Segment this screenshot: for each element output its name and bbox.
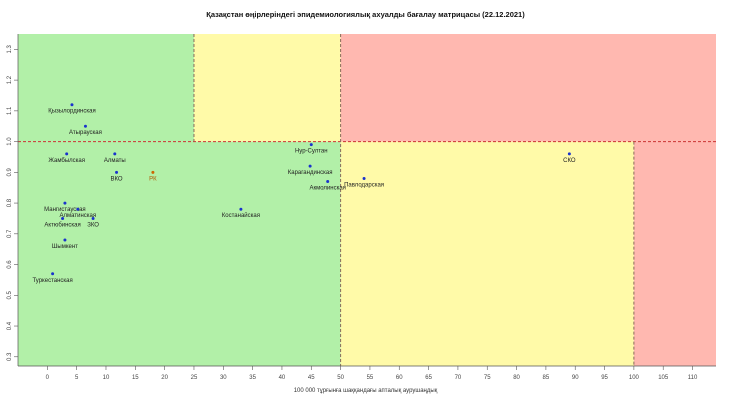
data-points: Қызылординская Атырауская Жамбылская Алматы…: [32, 103, 576, 284]
y-tick-label: 0.5: [7, 290, 13, 299]
data-point: [567, 152, 571, 156]
zone-0: [18, 34, 194, 142]
x-tick-label: 95: [601, 375, 608, 381]
y-tick-label: 0.3: [7, 352, 13, 361]
x-tick-label: 75: [484, 375, 491, 381]
x-tick-label: 100: [629, 375, 640, 381]
data-label: Қызылординская: [48, 109, 95, 115]
x-tick-label: 110: [688, 375, 698, 381]
y-tick-label: 0.7: [7, 229, 13, 238]
data-label: ВКО: [110, 176, 122, 182]
x-tick-label: 85: [543, 375, 550, 381]
x-tick-label: 105: [658, 375, 669, 381]
data-point: [83, 124, 87, 128]
data-point: [51, 272, 55, 276]
x-tick-label: 40: [279, 375, 286, 381]
x-tick-label: 90: [572, 375, 579, 381]
x-tick-label: 80: [513, 375, 520, 381]
data-point: [63, 238, 67, 242]
y-tick-label: 0.9: [7, 168, 13, 177]
x-tick-label: 20: [161, 375, 168, 381]
y-tick-label: 1.2: [7, 75, 13, 84]
x-tick-label: 35: [249, 375, 256, 381]
axes: 0 5 10 15 20 25 30 35 40 45 50 55 60 65 70 75 80 85 90 95 10…: [7, 34, 716, 381]
y-tick-label: 1.3: [7, 45, 13, 54]
data-point: [151, 170, 155, 174]
x-axis-label: 100 000 тұрғынға шаққандағы апталық ауру…: [293, 388, 438, 394]
data-label: Алматы: [104, 158, 126, 164]
data-point: [326, 180, 330, 184]
y-tick-label: 0.4: [7, 321, 13, 330]
x-tick-label: 0: [46, 375, 50, 381]
data-label: Шымкент: [52, 244, 78, 250]
zone-4: [340, 141, 634, 366]
chart-title: Қазақстан өңірлеріндегі эпидемиологиялық…: [206, 10, 525, 19]
zone-2: [340, 34, 716, 142]
data-point: [63, 201, 67, 205]
risk-zones: [18, 34, 716, 366]
zone-1: [193, 34, 341, 142]
x-tick-label: 25: [191, 375, 198, 381]
data-label: Акмолинская: [309, 186, 345, 192]
data-point: [115, 170, 119, 174]
data-label: Нур-Султан: [295, 149, 328, 155]
data-point: [362, 176, 366, 180]
y-tick-label: 1.0: [7, 137, 13, 146]
data-label: Мангистауская: [44, 207, 85, 213]
data-label: СКО: [563, 158, 576, 164]
x-tick-label: 10: [103, 375, 110, 381]
y-tick-label: 1.1: [7, 106, 13, 115]
y-tick-label: 0.8: [7, 198, 13, 207]
x-tick-label: 65: [425, 375, 432, 381]
data-point: [239, 207, 243, 211]
data-label: Атырауская: [69, 130, 102, 136]
x-tick-label: 15: [132, 375, 139, 381]
data-label: Алматинская: [60, 213, 97, 219]
data-point: [70, 103, 74, 107]
x-tick-label: 55: [367, 375, 374, 381]
x-tick-label: 70: [455, 375, 462, 381]
data-point: [91, 216, 95, 220]
data-label: Туркестанская: [32, 278, 72, 284]
x-tick-label: 60: [396, 375, 403, 381]
reference-lines: [18, 34, 716, 366]
data-label: ЗКО: [87, 222, 99, 228]
zone-5: [633, 141, 716, 366]
data-label: Актюбинская: [44, 222, 80, 228]
data-point: [308, 164, 312, 168]
data-label: Павлодарская: [344, 182, 384, 188]
data-label: РК: [149, 176, 157, 182]
data-point: [65, 152, 69, 156]
data-point: [309, 143, 313, 147]
data-point: [113, 152, 117, 156]
x-tick-label: 30: [220, 375, 227, 381]
zone-3: [18, 141, 341, 366]
data-label: Карагандинская: [288, 170, 333, 176]
x-tick-label: 5: [75, 375, 79, 381]
x-tick-label: 45: [308, 375, 315, 381]
data-point: [76, 207, 80, 211]
data-label: Костанайская: [222, 212, 260, 219]
data-label: Жамбылская: [48, 158, 85, 164]
y-tick-label: 0.6: [7, 260, 13, 269]
data-point: [61, 216, 65, 220]
x-tick-label: 50: [337, 375, 344, 381]
